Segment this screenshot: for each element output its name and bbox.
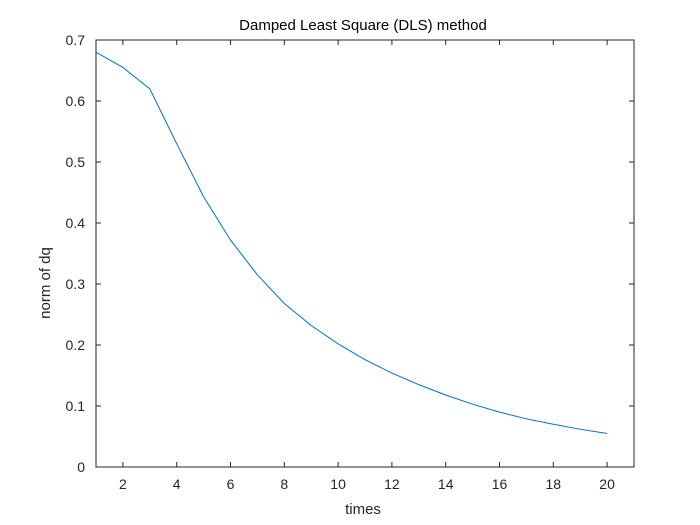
- y-axis-label: norm of dq: [37, 247, 54, 319]
- x-tick-label: 4: [173, 476, 181, 492]
- y-tick-label: 0.5: [66, 154, 86, 170]
- x-axis-label: times: [345, 501, 381, 518]
- y-tick-label: 0.7: [66, 32, 86, 48]
- x-tick-label: 18: [546, 476, 562, 492]
- y-tick-label: 0: [77, 459, 85, 475]
- y-tick-label: 0.1: [66, 398, 86, 414]
- x-tick-label: 20: [599, 476, 615, 492]
- x-tick-label: 2: [119, 476, 127, 492]
- x-tick-label: 14: [438, 476, 454, 492]
- series-layer: [95, 51, 608, 434]
- y-tick-label: 0.3: [66, 276, 86, 292]
- chart-title: Damped Least Square (DLS) method: [239, 17, 487, 34]
- y-tick-label: 0.4: [66, 215, 86, 231]
- plot-area: [95, 39, 635, 468]
- x-axis: 2 4 6 8 10 12 14 16 18 20: [119, 40, 615, 492]
- series-line: [95, 51, 608, 434]
- y-axis: 0 0.1 0.2 0.3 0.4 0.5 0.6 0.7: [66, 32, 634, 475]
- x-tick-label: 6: [227, 476, 235, 492]
- x-tick-label: 8: [280, 476, 288, 492]
- x-tick-label: 12: [384, 476, 400, 492]
- x-tick-label: 16: [492, 476, 508, 492]
- y-tick-label: 0.6: [66, 93, 86, 109]
- y-tick-label: 0.2: [66, 337, 86, 353]
- x-tick-label: 10: [330, 476, 346, 492]
